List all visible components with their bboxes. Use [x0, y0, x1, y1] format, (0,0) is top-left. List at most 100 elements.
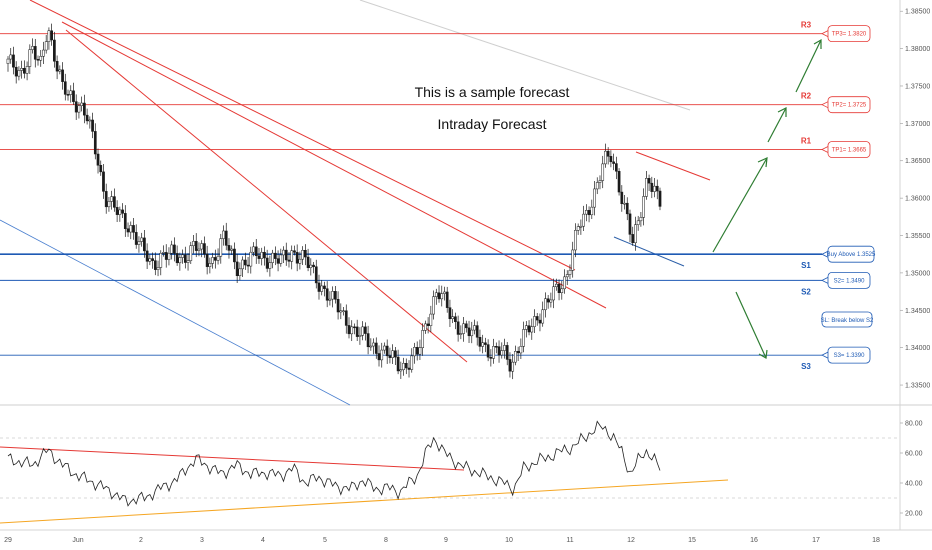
- candle-body: [39, 56, 43, 61]
- candle-body: [85, 114, 89, 122]
- candle-body: [241, 259, 244, 270]
- candle-body: [358, 335, 362, 337]
- candle-body: [334, 291, 337, 300]
- candle-body: [516, 351, 520, 354]
- candle-body: [91, 119, 94, 132]
- candle-body: [230, 248, 234, 251]
- price-tick-label: 1.35000: [905, 270, 930, 277]
- candle-body: [522, 329, 525, 347]
- candle-body: [593, 188, 596, 208]
- candle-body: [579, 225, 583, 228]
- price-tick-label: 1.37000: [905, 121, 930, 128]
- candle-body: [533, 316, 536, 327]
- candle-body: [614, 163, 618, 172]
- level-box-text-s1: Buy Above 1.3525: [827, 252, 876, 258]
- candle-body: [194, 241, 198, 251]
- candle-body: [407, 367, 411, 370]
- rsi-red-trendline: [0, 446, 465, 471]
- level-box-pointer-s2: [821, 277, 829, 284]
- price-tick-label: 1.34500: [905, 308, 930, 315]
- candle-body: [200, 243, 204, 250]
- candle-body: [484, 342, 487, 345]
- level-box-text-s2: S2= 1.3490: [834, 278, 866, 284]
- candle-body: [301, 249, 304, 260]
- candle-body: [342, 310, 345, 313]
- candle-body: [211, 257, 214, 264]
- time-tick-label: 12: [627, 537, 635, 544]
- candle-body: [462, 323, 465, 334]
- candle-body: [28, 49, 32, 67]
- candle-body: [628, 213, 632, 235]
- candle-body: [6, 58, 10, 64]
- candle-body: [213, 257, 217, 261]
- candle-body: [20, 68, 23, 71]
- candle-body: [126, 228, 130, 233]
- candle-body: [418, 347, 422, 355]
- candle-body: [361, 326, 364, 336]
- rsi-orange-trendline: [0, 479, 729, 524]
- stop-note-box: [821, 311, 873, 328]
- stop-note: SL: Break below S2: [821, 318, 874, 324]
- candle-body: [197, 248, 201, 251]
- level-box-s1: [827, 245, 875, 263]
- time-tick-label: 11: [566, 537, 573, 544]
- candle-body: [339, 310, 343, 313]
- red-trendline-4: [635, 151, 711, 181]
- candle-body: [23, 68, 26, 74]
- price-axis: 1.33500 1.34000 1.34500 1.35000 1.35500 1.360…: [900, 9, 930, 390]
- candle-body: [31, 46, 34, 50]
- rsi-tick-label: 60.00: [905, 451, 923, 458]
- candle-body: [500, 350, 504, 356]
- candle-body: [290, 250, 294, 262]
- candle-body: [620, 191, 624, 204]
- rsi-tick-label: 40.00: [905, 481, 923, 488]
- candle-body: [312, 264, 315, 267]
- candle-body: [344, 310, 348, 326]
- time-tick-label: 2: [139, 537, 143, 544]
- candle-body: [25, 66, 29, 74]
- candle-body: [448, 307, 452, 320]
- candle-body: [473, 325, 476, 331]
- candle-body: [276, 258, 280, 264]
- candle-body: [645, 178, 648, 197]
- candle-body: [459, 333, 463, 335]
- candle-body: [413, 346, 416, 357]
- candle-body: [282, 249, 285, 256]
- price-tick-label: 1.36500: [905, 158, 930, 165]
- candle-body: [314, 266, 318, 284]
- time-tick-label: 8: [384, 537, 388, 544]
- green-arrow-2-head: [777, 107, 787, 117]
- level-box-pointer-r3: [821, 30, 829, 38]
- green-arrow-1: [712, 157, 768, 253]
- candle-body: [252, 246, 255, 253]
- candle-body: [574, 230, 577, 251]
- candle-body: [650, 182, 654, 192]
- candle-body: [571, 249, 575, 271]
- candle-body: [323, 285, 326, 289]
- candle-body: [12, 54, 15, 68]
- candle-body: [273, 252, 277, 259]
- time-tick-label: 17: [812, 537, 820, 544]
- candle-body: [222, 230, 225, 239]
- candle-body: [590, 206, 594, 216]
- grey-trendline: [359, 0, 691, 111]
- level-label-s1: S1: [801, 261, 811, 270]
- candle-body: [364, 326, 367, 334]
- candle-body: [53, 39, 56, 62]
- green-arrow-down-head: [758, 349, 768, 359]
- candle-body: [410, 355, 414, 370]
- time-tick-label: 10: [505, 537, 513, 544]
- level-box-r2: [827, 96, 871, 114]
- candle-body: [552, 286, 555, 301]
- candle-body: [121, 209, 124, 214]
- candle-body: [544, 298, 547, 311]
- candle-body: [655, 185, 659, 192]
- annotation-intraday: Intraday Forecast: [438, 116, 547, 132]
- candle-body: [350, 326, 354, 335]
- time-tick-label: 5: [323, 537, 327, 544]
- candle-body: [440, 293, 444, 300]
- candle-body: [137, 241, 141, 245]
- candle-body: [178, 257, 182, 264]
- candle-body: [55, 61, 59, 72]
